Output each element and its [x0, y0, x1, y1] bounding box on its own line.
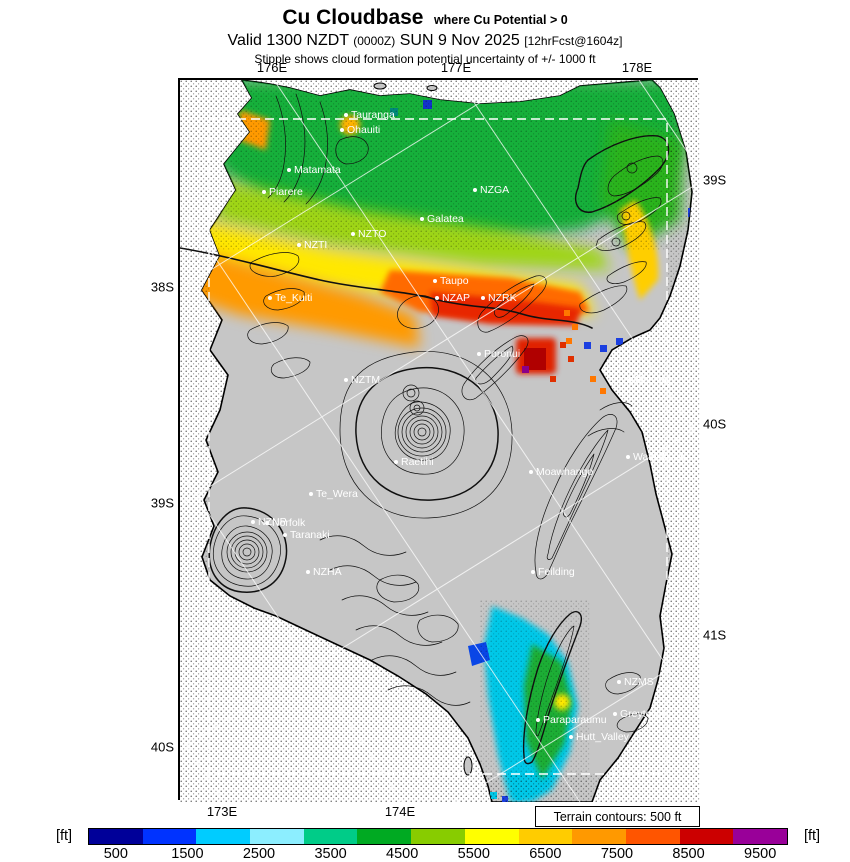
colorbar-tick-label: 1500 [171, 846, 204, 862]
colorbar-tick-label: 8500 [672, 846, 705, 862]
terrain-contours-note: Terrain contours: 500 ft [535, 806, 700, 827]
map-svg [180, 80, 700, 802]
domain-boundary [208, 118, 668, 775]
colorbar-unit-right: [ft] [803, 828, 821, 844]
map: Tauranga Ohauiti Matamata Piarere NZGA Galate… [178, 78, 700, 802]
page-title: Cu Cloudbase [282, 6, 424, 29]
valid-zulu: (0000Z) [353, 34, 396, 49]
valid-date: SUN 9 Nov 2025 [399, 32, 520, 50]
forecast-tag: [12hrFcst@1604z] [524, 34, 623, 49]
colorbar-segment [733, 829, 787, 844]
colorbar-tick-label: 5500 [457, 846, 490, 862]
graticule-label-40S: 40S [150, 739, 174, 755]
graticule-label-39S: 39S [150, 495, 174, 511]
colorbar-tick-label: 6500 [529, 846, 562, 862]
islands [373, 82, 473, 776]
colorbar-segment [572, 829, 626, 844]
colorbar-ticks: 500 1500 2500 3500 4500 5500 6500 7500 8500 9500 [80, 846, 796, 862]
graticule-lines [180, 80, 700, 802]
colorbar-segment [625, 829, 680, 844]
graticule-label-40S: 40S [703, 416, 727, 432]
graticule-label-39S: 39S [703, 172, 727, 188]
colorbar-segment [357, 829, 412, 844]
graticule-label-41S: 41S [703, 627, 727, 643]
terrain-contours [180, 93, 670, 765]
colorbar [88, 828, 788, 845]
colorbar-segment [89, 829, 143, 844]
colorbar-tick-label: 9500 [744, 846, 777, 862]
colorbar-segment [411, 829, 465, 844]
colorbar-segment [518, 829, 573, 844]
colorbar-segment [464, 829, 519, 844]
valid-time: Valid 1300 NZDT [227, 32, 349, 50]
valid-line: Valid 1300 NZDT (0000Z) SUN 9 Nov 2025 [… [0, 32, 850, 50]
graticule-label-174E: 174E [384, 804, 416, 819]
graticule-label-173E: 173E [206, 804, 238, 819]
header: Cu Cloudbase where Cu Potential > 0 Vali… [0, 6, 850, 66]
colorbar-segment [303, 829, 358, 844]
colorbar-tick-label: 3500 [314, 846, 347, 862]
colorbar-segment [679, 829, 734, 844]
stipple-note: Stipple shows cloud formation potential … [254, 51, 596, 66]
title-line: Cu Cloudbase where Cu Potential > 0 [0, 6, 850, 30]
cloudbase-shading [202, 80, 692, 802]
colorbar-tick-label: 7500 [600, 846, 634, 862]
colorbar-tick-label: 4500 [386, 846, 419, 862]
colorbar-unit-left: [ft] [55, 828, 73, 844]
colorbar-tick-label: 500 [103, 846, 128, 862]
colorbar-segment [196, 829, 251, 844]
title-qualifier: where Cu Potential > 0 [433, 13, 568, 27]
colorbar-segment [250, 829, 304, 844]
graticule-label-38S: 38S [150, 279, 174, 295]
colorbar-segment [142, 829, 197, 844]
colorbar-tick-label: 2500 [242, 846, 276, 862]
terrain-note-text: Terrain contours: 500 ft [553, 809, 682, 824]
